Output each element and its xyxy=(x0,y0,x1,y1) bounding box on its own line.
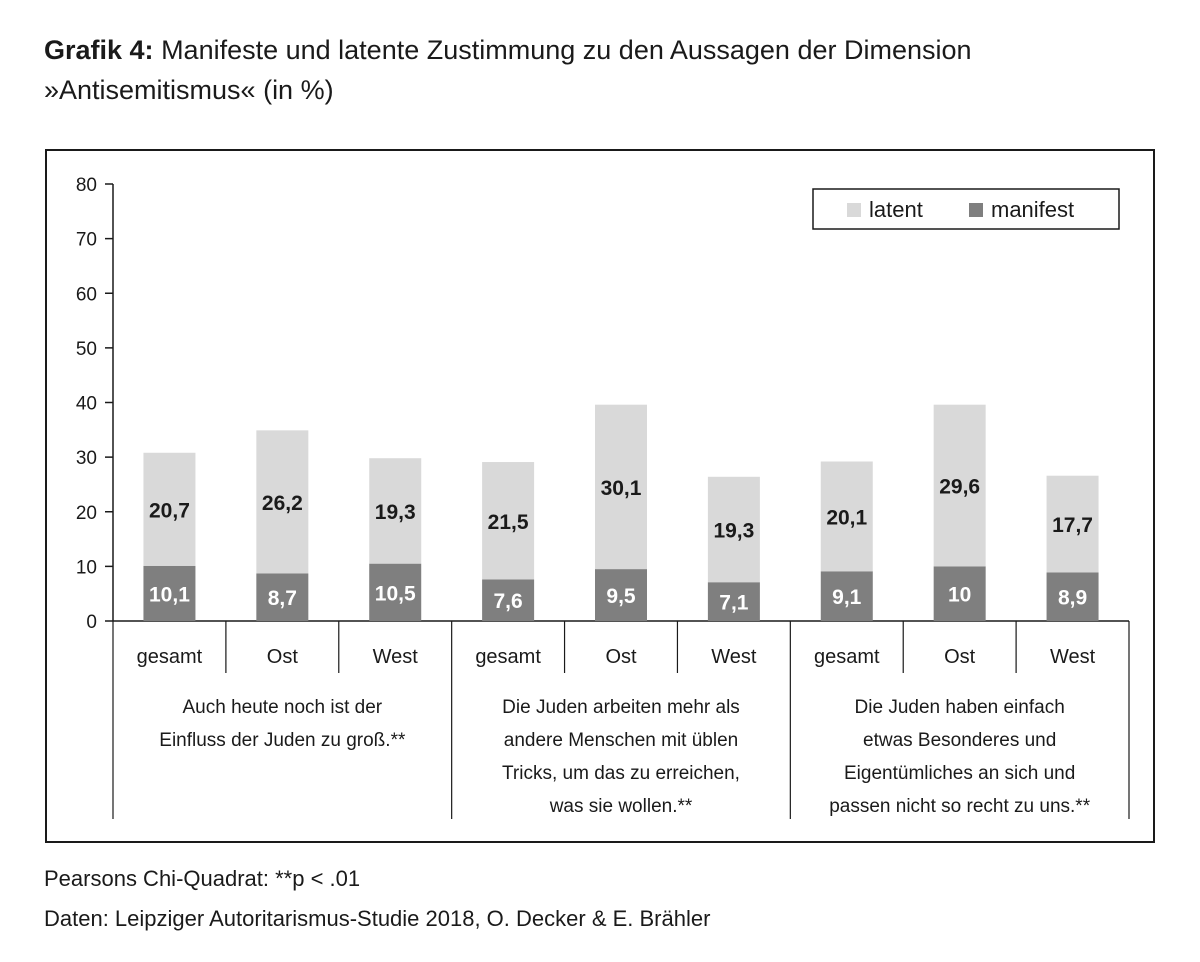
data-label-latent: 30,1 xyxy=(601,477,642,500)
data-label-manifest: 10,1 xyxy=(149,583,190,606)
title-prefix: Grafik 4: xyxy=(44,35,154,65)
data-label-manifest: 7,6 xyxy=(494,590,523,613)
data-label-latent: 29,6 xyxy=(939,476,980,499)
category-label: Ost xyxy=(944,646,976,668)
bar-latent xyxy=(820,461,873,572)
bar-manifest xyxy=(707,582,760,621)
y-tick-label: 60 xyxy=(76,284,97,305)
group-label-line: andere Menschen mit üblen xyxy=(504,730,738,751)
data-label-manifest: 7,1 xyxy=(719,592,749,615)
data-label-latent: 26,2 xyxy=(262,492,303,515)
y-tick-label: 10 xyxy=(76,557,97,578)
data-label-manifest: 8,9 xyxy=(1058,587,1087,610)
legend-label-manifest: manifest xyxy=(991,197,1074,222)
data-label-manifest: 10,5 xyxy=(375,582,416,605)
data-label-latent: 21,5 xyxy=(488,511,529,534)
group-label-line: Eigentümliches an sich und xyxy=(844,763,1075,784)
category-label: West xyxy=(373,646,419,668)
legend-swatch-manifest xyxy=(969,203,983,217)
bar-manifest xyxy=(820,571,873,621)
title-line-2: »Antisemitismus« (in %) xyxy=(44,75,334,105)
bar-latent xyxy=(1046,475,1099,573)
legend-box xyxy=(812,188,1120,230)
group-label-line: Auch heute noch ist der xyxy=(183,697,383,718)
data-label-manifest: 10 xyxy=(948,584,971,607)
group-label-line: Einfluss der Juden zu groß.** xyxy=(159,730,406,751)
chart-frame: 0 10 20 30 40 50 60 70 80 10,1 20,7 gesamt 8,7 26,2 Os… xyxy=(45,149,1155,843)
bar-manifest xyxy=(369,563,422,621)
stacked-bar-chart: 0 10 20 30 40 50 60 70 80 10,1 20,7 gesamt 8,7 26,2 Os… xyxy=(76,175,1130,819)
category-label: Ost xyxy=(605,646,637,668)
category-label: gesamt xyxy=(814,646,880,668)
bar-manifest xyxy=(482,579,535,621)
bar-manifest xyxy=(143,565,196,621)
data-label-latent: 19,3 xyxy=(375,501,416,524)
data-label-manifest: 8,7 xyxy=(268,587,297,610)
chart-title: Grafik 4: Manifeste und latente Zustimmu… xyxy=(44,30,1164,110)
y-tick-label: 30 xyxy=(76,448,97,469)
bar-manifest xyxy=(1046,572,1099,621)
bar-latent xyxy=(707,476,760,583)
bar-manifest xyxy=(933,566,986,621)
source-note: Daten: Leipziger Autoritarismus-Studie 2… xyxy=(44,906,711,931)
y-tick-label: 40 xyxy=(76,394,97,415)
bar-latent xyxy=(482,462,535,580)
group-label-line: passen nicht so recht zu uns.** xyxy=(829,796,1090,817)
bar-latent xyxy=(256,430,309,574)
group-label-line: was sie wollen.** xyxy=(549,796,693,817)
group-label-line: Die Juden arbeiten mehr als xyxy=(502,697,740,718)
legend-label-latent: latent xyxy=(869,197,923,222)
category-label: gesamt xyxy=(475,646,541,668)
data-label-manifest: 9,5 xyxy=(606,585,636,608)
y-tick-label: 80 xyxy=(76,175,97,196)
bar-latent xyxy=(595,404,647,570)
data-label-latent: 20,7 xyxy=(149,499,190,522)
y-tick-label: 50 xyxy=(76,339,97,360)
y-tick-label: 0 xyxy=(86,612,97,633)
group-label-line: Die Juden haben einfach xyxy=(855,697,1065,718)
bar-latent xyxy=(933,404,986,567)
data-label-latent: 19,3 xyxy=(713,520,754,543)
legend-swatch-latent xyxy=(847,203,861,217)
group-label-line: etwas Besonderes und xyxy=(863,730,1056,751)
y-tick-label: 70 xyxy=(76,230,97,251)
y-tick-label: 20 xyxy=(76,503,97,524)
bar-latent xyxy=(143,452,196,566)
bar-manifest xyxy=(256,573,309,621)
category-label: West xyxy=(1050,646,1096,668)
data-label-latent: 17,7 xyxy=(1052,514,1093,537)
group-label-line: Tricks, um das zu erreichen, xyxy=(502,763,740,784)
title-line-1: Manifeste und latente Zustimmung zu den … xyxy=(161,35,972,65)
data-label-latent: 20,1 xyxy=(826,506,867,529)
category-label: Ost xyxy=(267,646,299,668)
bar-latent xyxy=(369,458,422,564)
data-label-manifest: 9,1 xyxy=(832,586,862,609)
bar-manifest xyxy=(595,569,647,621)
category-label: gesamt xyxy=(137,646,203,668)
category-label: West xyxy=(711,646,757,668)
significance-note: Pearsons Chi-Quadrat: **p < .01 xyxy=(44,866,361,891)
